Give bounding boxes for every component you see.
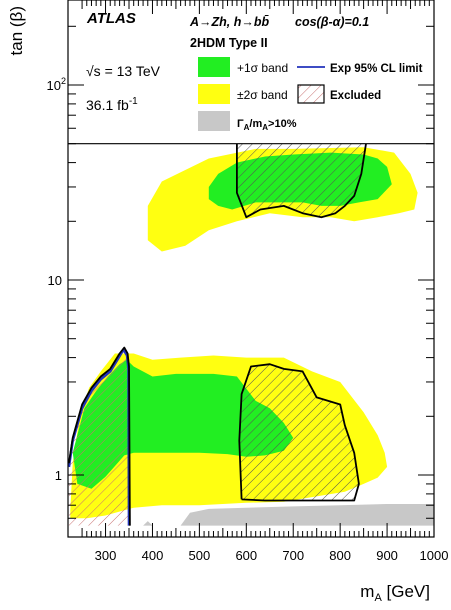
observed-limit-line xyxy=(236,143,367,219)
y-axis: 1 10 102 xyxy=(47,25,434,519)
x-tick-label: 300 xyxy=(95,548,117,563)
x-tick-label: 700 xyxy=(282,548,304,563)
legend-label-band2: ±2σ band xyxy=(237,88,288,102)
x-tick-label: 900 xyxy=(376,548,398,563)
legend-swatch-band2 xyxy=(198,84,230,104)
legend-label-band1: +1σ band xyxy=(237,61,288,75)
y-tick-label: 1 xyxy=(55,468,62,483)
excluded-region xyxy=(239,364,359,501)
excluded-layer xyxy=(68,143,366,526)
legend-swatch-excluded xyxy=(297,84,325,104)
y-tick-label: 10 xyxy=(48,273,62,288)
observed-limit-layer xyxy=(68,143,367,526)
x-tick-label: 800 xyxy=(329,548,351,563)
width-region xyxy=(180,504,434,526)
energy-label: √s = 13 TeV xyxy=(86,63,161,79)
legend-swatch-band1 xyxy=(198,57,230,77)
x-axis: 300 400 500 600 700 800 900 1000 xyxy=(81,0,449,563)
x-tick-label: 400 xyxy=(142,548,164,563)
width-region xyxy=(143,521,153,526)
luminosity-label: 36.1 fb-1 xyxy=(86,96,138,113)
experiment-label: ATLAS xyxy=(86,10,136,27)
legend-label-expected: Exp 95% CL limit xyxy=(330,63,423,75)
x-axis-title: mA [GeV] xyxy=(360,582,430,604)
excluded-region-tint xyxy=(68,347,130,526)
width-region-layer xyxy=(143,504,434,526)
observed-limit-line xyxy=(238,363,360,502)
y-tick-label: 102 xyxy=(47,76,66,93)
x-tick-label: 600 xyxy=(235,548,257,563)
x-tick-label: 1000 xyxy=(420,548,449,563)
legend-label-width: ΓA/mA>10% xyxy=(237,118,297,132)
condition-label: cos(β-α)=0.1 xyxy=(295,15,369,29)
y-axis-title: tan (β) xyxy=(7,6,26,55)
model-label: 2HDM Type II xyxy=(190,36,268,50)
legend-panel xyxy=(68,0,434,144)
legend-swatch-width xyxy=(198,111,230,131)
x-tick-label: 500 xyxy=(189,548,211,563)
process-label: A→Zh, h→bb̄ xyxy=(189,15,270,29)
excluded-region xyxy=(236,143,366,218)
legend: +1σ band ±2σ band Exp 95% CL limit Exclu… xyxy=(198,57,423,132)
legend-label-excluded: Excluded xyxy=(330,90,381,102)
observed-limit-line xyxy=(68,346,131,526)
